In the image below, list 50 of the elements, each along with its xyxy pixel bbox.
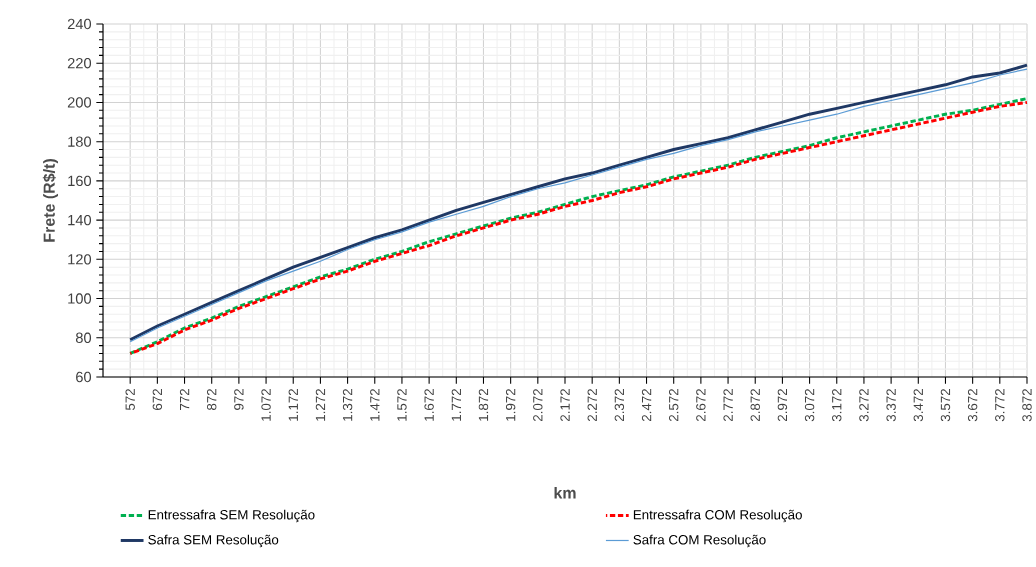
x-tick-label: 1.672 <box>424 389 434 421</box>
x-tick-label: 2.772 <box>723 389 733 422</box>
x-tick-label: 3.572 <box>940 389 951 422</box>
y-tick-label: 220 <box>67 58 92 69</box>
x-tick-label: 672 <box>152 389 163 410</box>
y-tick-label: 180 <box>68 136 92 147</box>
legend-label: Entressafra COM Resolução <box>633 509 802 523</box>
x-tick-label: 872 <box>207 389 217 411</box>
y-tick-label: 100 <box>68 293 92 304</box>
x-tick-label: 1.372 <box>342 389 353 421</box>
y-tick-label: 60 <box>76 371 92 383</box>
x-tick-label: 1.772 <box>451 389 461 421</box>
x-tick-label: 2.072 <box>533 389 543 422</box>
x-tick-label: 1.572 <box>397 389 407 421</box>
legend-label: Entressafra SEM Resolução <box>148 509 315 523</box>
x-tick-label: 3.072 <box>804 389 815 422</box>
x-tick-label: 572 <box>125 389 135 411</box>
y-tick-label: 80 <box>75 332 92 343</box>
x-tick-label: 3.872 <box>1022 389 1032 422</box>
x-tick-label: 2.972 <box>777 389 788 422</box>
x-tick-label: 772 <box>179 389 190 410</box>
x-tick-label: 2.372 <box>614 389 625 422</box>
x-tick-label: 1.072 <box>261 389 271 421</box>
x-tick-label: 2.672 <box>696 389 706 422</box>
legend-label: Safra SEM Resolução <box>148 534 279 548</box>
x-tick-label: 1.472 <box>370 389 380 421</box>
x-tick-label: 3.672 <box>967 389 978 422</box>
x-tick-label: 2.472 <box>641 389 652 422</box>
x-tick-label: 1.972 <box>505 389 516 421</box>
x-tick-label: 1.272 <box>315 389 326 421</box>
x-axis-title: km <box>554 486 576 499</box>
y-axis-title: Frete (R$/t) <box>42 159 59 242</box>
x-tick-label: 1.872 <box>478 389 489 421</box>
y-tick-label: 140 <box>68 214 92 226</box>
x-tick-label: 2.272 <box>587 389 597 422</box>
x-tick-label: 3.372 <box>886 389 896 422</box>
y-tick-label: 120 <box>68 254 92 265</box>
y-tick-label: 160 <box>68 175 92 187</box>
y-tick-label: 200 <box>67 97 92 108</box>
x-tick-label: 3.172 <box>832 389 842 422</box>
x-tick-label: 3.472 <box>913 389 923 422</box>
x-tick-label: 3.272 <box>859 389 869 422</box>
x-tick-label: 2.572 <box>668 389 679 422</box>
x-tick-label: 3.772 <box>995 389 1005 422</box>
x-tick-label: 1.172 <box>288 389 298 421</box>
x-tick-label: 2.872 <box>750 389 760 422</box>
x-tick-label: 972 <box>234 389 244 410</box>
legend-label: Safra COM Resolução <box>633 534 766 548</box>
y-tick-label: 240 <box>67 18 92 30</box>
x-tick-label: 2.172 <box>560 389 570 422</box>
